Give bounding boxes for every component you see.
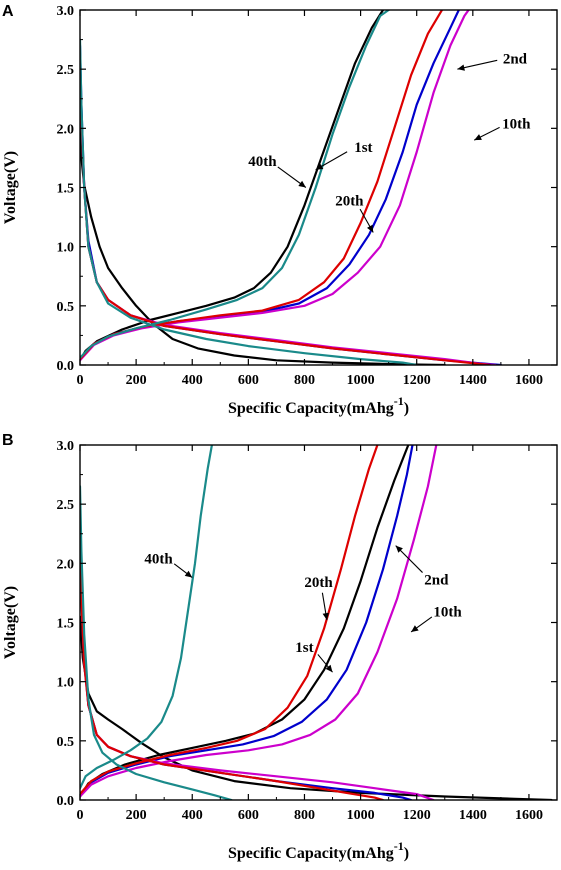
y-tick-label: 2.5	[57, 63, 75, 78]
panel-letter: B	[2, 432, 14, 449]
y-tick-label: 0.0	[57, 359, 75, 374]
series-line-1st-charge	[80, 10, 385, 362]
x-tick-label: 1600	[515, 373, 543, 388]
panel-b: B 0 200 400 600 800 1000 1200 1400 1600 0.0 0.5 1.0 1…	[2, 432, 558, 862]
panel-a: A 0 200 400 600 800 1000 1200 1400 1600 0.0 0.5 1.0 1…	[2, 3, 558, 417]
x-axis-label: Specific Capacity(mAhg-1)	[228, 394, 409, 417]
y-tick-label: 1.5	[57, 617, 75, 632]
y-tick-label: 1.5	[57, 182, 75, 197]
series-line-20th-charge	[80, 10, 444, 361]
x-tick-label: 1200	[403, 808, 431, 823]
annotation-10th: 10th	[433, 605, 462, 621]
y-axis-label: Voltage(V)	[2, 586, 19, 659]
panel-letter: A	[2, 3, 14, 20]
annotation-2nd: 2nd	[503, 51, 528, 67]
series-line-20th-charge	[80, 445, 379, 796]
annotation-20th: 20th	[304, 575, 333, 591]
x-tick-label: 200	[126, 808, 147, 823]
x-tick-label: 800	[294, 373, 315, 388]
x-tick-label: 1400	[459, 373, 487, 388]
annotation-arrowhead	[457, 64, 465, 71]
series-line-2nd-discharge	[80, 44, 502, 365]
annotation-1st: 1st	[295, 640, 313, 656]
x-tick-label: 600	[238, 373, 259, 388]
series-line-40th-charge	[80, 445, 213, 790]
x-tick-label: 0	[77, 373, 84, 388]
annotation-40th: 40th	[144, 551, 173, 567]
y-tick-label: 1.0	[57, 241, 75, 256]
series-line-40th-charge	[80, 10, 390, 359]
annotation-arrowhead	[395, 545, 403, 553]
x-tick-label: 1400	[459, 808, 487, 823]
y-tick-label: 0.5	[57, 300, 75, 315]
y-tick-label: 1.0	[57, 676, 75, 691]
y-tick-label: 3.0	[57, 439, 75, 454]
series-line-20th-discharge	[80, 56, 491, 365]
plot-frame	[79, 444, 558, 801]
annotation-2nd: 2nd	[424, 573, 449, 589]
x-tick-label: 1200	[403, 373, 431, 388]
x-tick-label: 400	[182, 373, 203, 388]
annotation-20th: 20th	[335, 193, 364, 209]
annotation-arrowhead	[474, 134, 482, 141]
series-line-10th-charge	[80, 445, 438, 798]
series-line-40th-discharge	[80, 485, 233, 800]
x-tick-label: 400	[182, 808, 203, 823]
annotation-10th: 10th	[502, 116, 531, 132]
y-tick-label: 3.0	[57, 4, 75, 19]
x-tick-label: 1000	[347, 373, 375, 388]
annotation-arrowhead	[411, 625, 419, 632]
y-tick-label: 2.5	[57, 498, 75, 513]
series-line-40th-discharge	[80, 38, 418, 365]
y-tick-label: 2.0	[57, 122, 75, 137]
annotation-40th: 40th	[248, 154, 277, 170]
annotation-arrowhead	[315, 163, 324, 170]
y-tick-label: 0.5	[57, 735, 75, 750]
y-tick-label: 0.0	[57, 794, 75, 809]
annotation-arrowhead	[298, 180, 306, 188]
x-tick-label: 600	[238, 808, 259, 823]
series-line-10th-charge	[80, 10, 470, 362]
annotation-arrowhead	[366, 224, 374, 233]
annotation-arrowhead	[184, 570, 193, 578]
x-tick-label: 200	[126, 373, 147, 388]
series-line-2nd-charge	[80, 445, 414, 797]
annotation-1st: 1st	[354, 140, 372, 156]
x-tick-label: 0	[77, 808, 84, 823]
y-tick-label: 2.0	[57, 557, 75, 572]
x-tick-label: 1600	[515, 808, 543, 823]
series-line-2nd-discharge	[80, 526, 413, 800]
annotation-arrowhead	[325, 664, 333, 673]
series-group	[80, 10, 502, 365]
annotation-arrowhead	[322, 612, 329, 621]
x-axis-label: Specific Capacity(mAhg-1)	[228, 839, 409, 862]
y-axis-label: Voltage(V)	[2, 151, 19, 224]
x-tick-label: 1000	[347, 808, 375, 823]
x-tick-label: 800	[294, 808, 315, 823]
series-group	[80, 445, 553, 800]
